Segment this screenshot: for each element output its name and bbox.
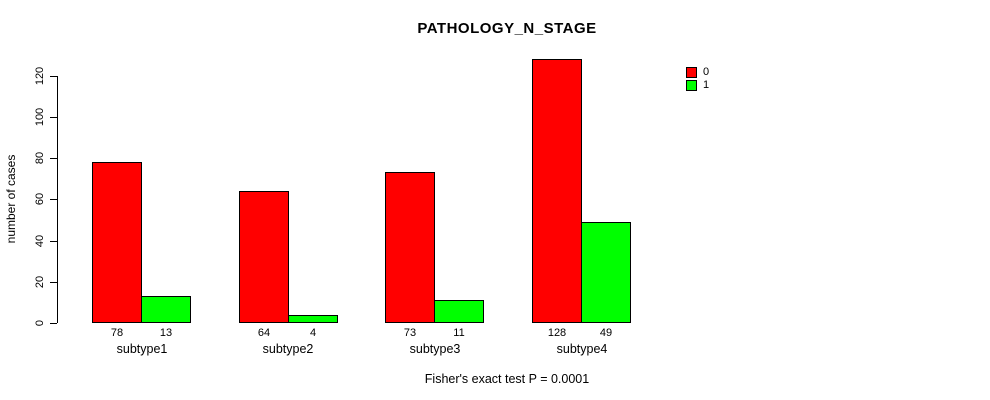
y-tick-label: 60 — [34, 192, 46, 206]
legend-item-1: 1 — [686, 80, 709, 91]
legend-label: 1 — [703, 79, 710, 91]
bar-1-subtype2 — [288, 315, 338, 323]
bar-0-subtype1 — [92, 162, 142, 323]
legend-swatch-icon — [686, 80, 697, 91]
y-tick — [50, 199, 57, 200]
bar-0-subtype3 — [385, 172, 435, 323]
y-tick-label: 40 — [34, 234, 46, 248]
chart-title: PATHOLOGY_N_STAGE — [417, 20, 597, 37]
bar-value-label: 49 — [599, 327, 613, 339]
y-tick — [50, 241, 57, 242]
y-axis-label: number of cases — [4, 154, 18, 244]
bar-value-label: 4 — [309, 327, 317, 339]
x-category-label: subtype3 — [409, 342, 461, 356]
x-category-label: subtype1 — [116, 342, 168, 356]
y-tick-label: 20 — [34, 275, 46, 289]
bar-value-label: 128 — [547, 327, 567, 339]
bar-value-label: 73 — [403, 327, 417, 339]
y-tick-label: 0 — [34, 319, 46, 327]
y-tick — [50, 76, 57, 77]
y-tick — [50, 117, 57, 118]
y-tick-label: 120 — [34, 66, 46, 86]
y-tick — [50, 323, 57, 324]
legend-label: 0 — [703, 66, 710, 78]
bar-value-label: 64 — [257, 327, 271, 339]
bar-value-label: 13 — [159, 327, 173, 339]
x-category-label: subtype2 — [262, 342, 314, 356]
y-tick — [50, 158, 57, 159]
x-category-label: subtype4 — [556, 342, 608, 356]
legend-item-0: 0 — [686, 67, 709, 78]
y-axis-line — [57, 76, 58, 323]
bar-0-subtype4 — [532, 59, 582, 323]
bar-1-subtype3 — [434, 300, 484, 323]
caption-fishers-test: Fisher's exact test P = 0.0001 — [424, 372, 590, 386]
bar-0-subtype2 — [239, 191, 289, 323]
bar-1-subtype4 — [581, 222, 631, 323]
bar-value-label: 78 — [110, 327, 124, 339]
legend-swatch-icon — [686, 67, 697, 78]
y-tick-label: 100 — [34, 107, 46, 127]
y-tick-label: 80 — [34, 151, 46, 165]
y-tick — [50, 282, 57, 283]
bar-1-subtype1 — [141, 296, 191, 323]
bar-value-label: 11 — [453, 327, 465, 339]
